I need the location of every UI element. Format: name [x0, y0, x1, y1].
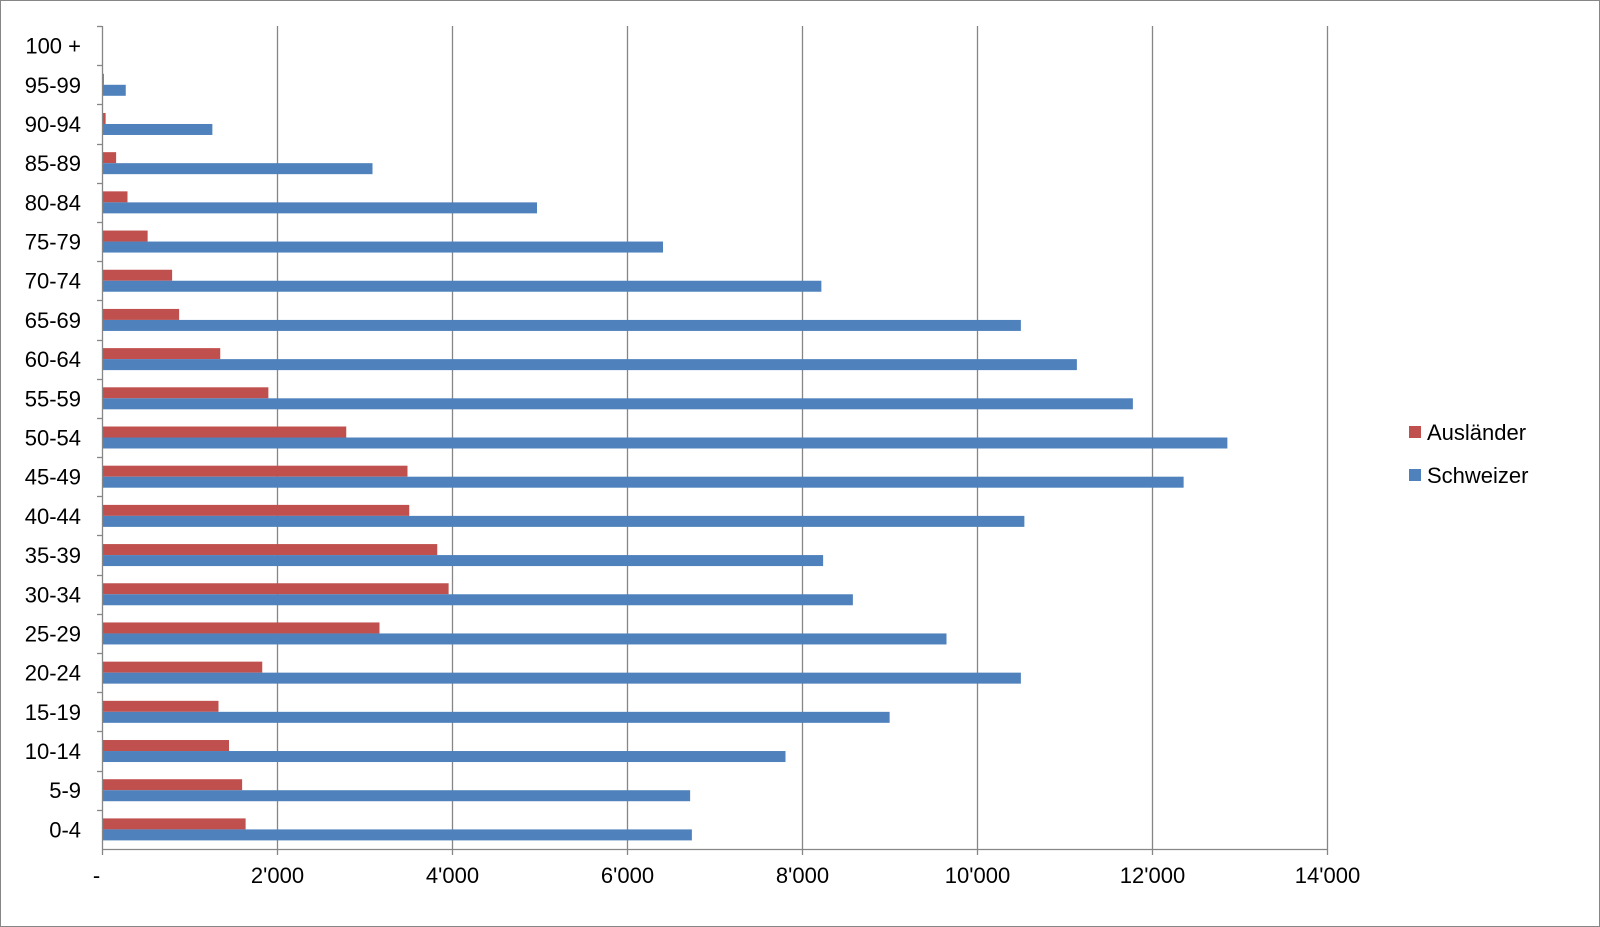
category-label: 100 +: [25, 34, 81, 59]
category-label: 10-14: [25, 739, 81, 764]
bar-auslaender: [103, 583, 449, 595]
bar-schweizer: [103, 751, 786, 763]
x-tick-label: 6'000: [601, 863, 654, 888]
category-label: 85-89: [25, 151, 81, 176]
category-label: 40-44: [25, 504, 81, 529]
bar-schweizer: [103, 515, 1025, 527]
bar-auslaender: [103, 426, 347, 438]
legend-swatch: [1409, 426, 1421, 438]
category-label: 0-4: [49, 817, 81, 842]
x-tick-label: 12'000: [1120, 863, 1185, 888]
category-label: 90-94: [25, 112, 81, 137]
bar-schweizer: [103, 633, 947, 645]
bar-auslaender: [103, 230, 148, 242]
x-tick-label: 14'000: [1295, 863, 1360, 888]
bar-schweizer: [103, 672, 1021, 684]
category-label: 5-9: [49, 778, 81, 803]
legend-swatch: [1409, 469, 1421, 481]
x-tick-label: -: [93, 863, 100, 888]
bar-auslaender: [103, 544, 438, 556]
bar-auslaender: [103, 700, 219, 712]
bar-schweizer: [103, 163, 373, 175]
bar-auslaender: [103, 348, 221, 360]
bar-auslaender: [103, 818, 246, 830]
legend-label: Ausländer: [1427, 420, 1526, 445]
category-label: 65-69: [25, 308, 81, 333]
bar-schweizer: [103, 241, 663, 253]
category-label: 35-39: [25, 543, 81, 568]
category-label: 70-74: [25, 269, 81, 294]
bar-auslaender: [103, 622, 380, 634]
bar-schweizer: [103, 359, 1077, 371]
bar-schweizer: [103, 280, 822, 292]
category-label: 75-79: [25, 230, 81, 255]
category-label: 80-84: [25, 190, 81, 215]
bar-auslaender: [103, 779, 243, 791]
legend-label: Schweizer: [1427, 463, 1528, 488]
category-label: 60-64: [25, 347, 81, 372]
category-label: 25-29: [25, 621, 81, 646]
x-tick-labels: - 2'000 4'000 6'000 8'000 10'000 12'000 14'000: [93, 863, 1360, 888]
bar-auslaender: [103, 661, 263, 673]
bar-auslaender: [103, 504, 410, 516]
bar-auslaender: [103, 387, 269, 399]
bar-auslaender: [103, 73, 104, 85]
bar-auslaender: [103, 740, 229, 752]
category-label: 55-59: [25, 386, 81, 411]
bar-schweizer: [103, 829, 692, 841]
bar-schweizer: [103, 476, 1184, 488]
category-label: 95-99: [25, 73, 81, 98]
bar-auslaender: [103, 191, 128, 203]
x-tick-label: 4'000: [426, 863, 479, 888]
bar-auslaender: [103, 269, 173, 281]
bar-auslaender: [103, 308, 180, 320]
legend: Ausländer Schweizer: [1409, 420, 1528, 488]
category-label: 30-34: [25, 582, 81, 607]
x-tick-label: 2'000: [251, 863, 304, 888]
bar-schweizer: [103, 594, 853, 606]
bar-schweizer: [103, 398, 1133, 410]
category-label: 45-49: [25, 465, 81, 490]
bar-schweizer: [103, 123, 213, 135]
bar-auslaender: [103, 152, 117, 164]
bar-auslaender: [103, 112, 106, 124]
axes: [97, 25, 1329, 855]
bar-schweizer: [103, 84, 126, 96]
category-label: 20-24: [25, 661, 81, 686]
bar-schweizer: [103, 790, 691, 802]
bars: [103, 73, 1228, 841]
category-labels: 0-4 5-9 10-14 15-19 20-24 25-29 30-34 35-39 40-4…: [25, 34, 81, 843]
bar-schweizer: [103, 437, 1228, 449]
bar-auslaender: [103, 465, 408, 477]
bar-schweizer: [103, 319, 1021, 331]
x-tick-label: 8'000: [776, 863, 829, 888]
bar-schweizer: [103, 555, 824, 567]
x-tick-label: 10'000: [945, 863, 1010, 888]
category-label: 15-19: [25, 700, 81, 725]
bar-schweizer: [103, 711, 890, 723]
bar-schweizer: [103, 202, 537, 214]
category-label: 50-54: [25, 426, 81, 451]
